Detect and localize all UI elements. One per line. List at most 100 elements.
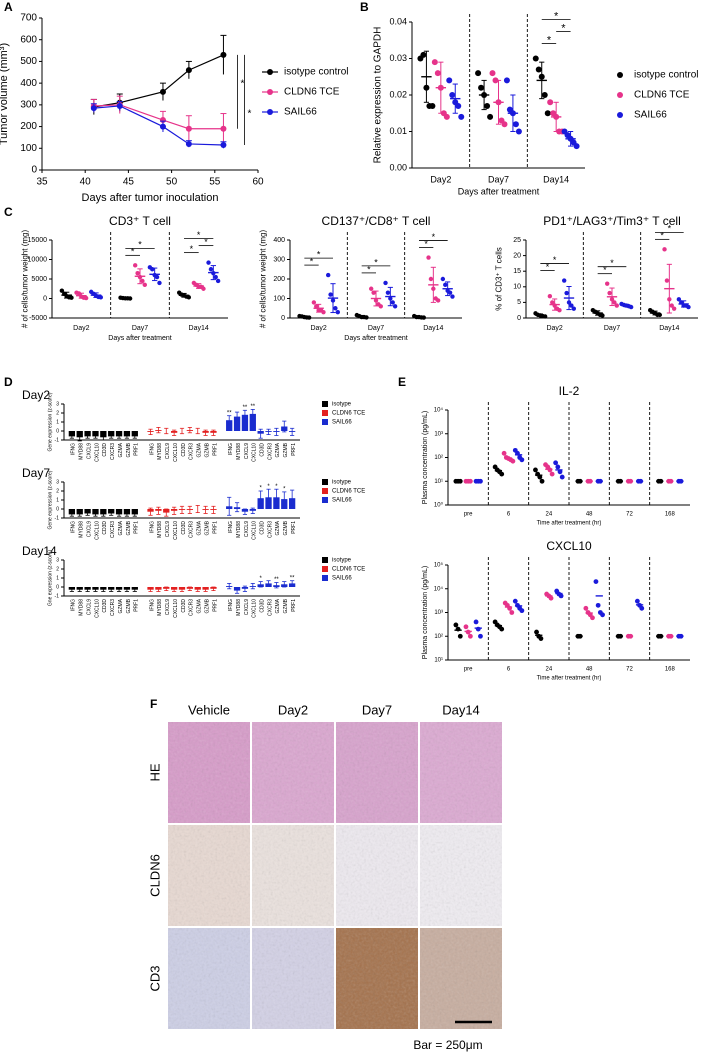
y-tick-label: 10² bbox=[434, 455, 443, 461]
x-tick-label: PRF1 bbox=[212, 599, 218, 612]
point bbox=[559, 474, 565, 480]
bar bbox=[92, 509, 99, 515]
significance-label: * bbox=[283, 486, 286, 492]
x-tick-label: 55 bbox=[209, 177, 221, 188]
point bbox=[512, 121, 519, 128]
point bbox=[321, 309, 326, 315]
x-tick-label: CD3D bbox=[102, 443, 108, 457]
y-tick-label: 700 bbox=[20, 13, 37, 24]
x-axis-label: Days after tumor inoculation bbox=[82, 192, 219, 204]
bar bbox=[92, 431, 99, 437]
point bbox=[159, 88, 166, 95]
point bbox=[499, 626, 505, 632]
x-tick-label: CXCR3 bbox=[267, 521, 273, 538]
y-tick-label: 10⁰ bbox=[434, 502, 444, 509]
series-line bbox=[93, 54, 224, 108]
column-label: Vehicle bbox=[188, 702, 230, 717]
bar bbox=[115, 509, 123, 515]
point bbox=[458, 113, 465, 120]
x-tick-label: GZMA bbox=[275, 598, 281, 613]
x-tick-label: 72 bbox=[626, 667, 633, 673]
significance-label: ** bbox=[274, 577, 279, 583]
y-tick-label: 300 bbox=[20, 99, 37, 110]
point bbox=[440, 276, 446, 282]
point bbox=[555, 464, 561, 470]
point bbox=[392, 304, 398, 309]
x-tick-label: GZMB bbox=[283, 520, 289, 535]
significance-label: * bbox=[432, 232, 436, 242]
y-tick-label: 300 bbox=[273, 256, 285, 263]
point bbox=[558, 593, 564, 599]
y-tick-label: 0 bbox=[43, 295, 47, 302]
point bbox=[208, 267, 214, 272]
histology-texture bbox=[336, 928, 418, 1029]
x-tick-label: 6 bbox=[507, 667, 511, 673]
y-tick-label: 15 bbox=[513, 268, 521, 275]
bar bbox=[84, 509, 91, 514]
point bbox=[489, 70, 496, 77]
point bbox=[600, 612, 605, 618]
point bbox=[450, 294, 455, 299]
x-tick-label: Day14 bbox=[189, 325, 209, 332]
point bbox=[185, 140, 192, 147]
y-tick-label: 0.03 bbox=[389, 53, 407, 63]
x-tick-label: GZMB bbox=[126, 598, 132, 613]
histology-texture bbox=[420, 825, 502, 926]
point bbox=[484, 102, 491, 109]
panel-label: E bbox=[398, 375, 406, 389]
chart-title: Day14 bbox=[22, 544, 57, 558]
point bbox=[519, 608, 525, 614]
point bbox=[435, 298, 441, 303]
significance-label: * bbox=[259, 486, 262, 492]
x-tick-label: CXCL9 bbox=[165, 443, 171, 459]
x-tick-label: IFNG bbox=[149, 521, 155, 533]
x-tick-label: GZMB bbox=[126, 442, 132, 457]
x-tick-label: CXCL10 bbox=[94, 599, 100, 618]
histology-texture bbox=[252, 825, 334, 926]
point bbox=[607, 290, 612, 296]
bar bbox=[123, 509, 131, 515]
point bbox=[447, 290, 453, 295]
point bbox=[463, 624, 469, 630]
bar bbox=[68, 509, 76, 515]
panel-label: D bbox=[4, 375, 13, 389]
legend-label: isotype bbox=[332, 402, 352, 408]
point bbox=[140, 278, 145, 284]
y-axis-label: Tumor volume (mm³) bbox=[0, 43, 10, 145]
chart-title: CD3⁺ T cell bbox=[109, 214, 171, 228]
point bbox=[553, 460, 559, 466]
y-tick-label: 10⁴ bbox=[434, 407, 444, 414]
histology-texture bbox=[168, 722, 250, 823]
bar bbox=[249, 413, 256, 431]
point bbox=[547, 293, 553, 299]
significance-label: * bbox=[367, 264, 371, 274]
significance-label: * bbox=[668, 224, 672, 234]
point bbox=[449, 92, 456, 98]
significance-label: ** bbox=[227, 410, 232, 416]
histology-texture bbox=[168, 928, 250, 1029]
point bbox=[311, 300, 317, 305]
x-tick-label: CXCL9 bbox=[244, 599, 250, 615]
x-tick-label: 40 bbox=[80, 177, 92, 188]
y-tick-label: 0 bbox=[281, 315, 285, 322]
point bbox=[634, 598, 640, 604]
point bbox=[90, 105, 97, 112]
x-tick-label: pre bbox=[464, 512, 473, 518]
point bbox=[135, 270, 140, 276]
x-tick-label: CD3D bbox=[102, 521, 108, 535]
y-axis-label: # of cells/tumor weight (mg) bbox=[21, 230, 30, 329]
x-tick-label: Day14 bbox=[423, 325, 443, 332]
column-label: Day2 bbox=[278, 702, 308, 717]
y-tick-label: 10 bbox=[513, 284, 521, 291]
histology-texture bbox=[168, 825, 250, 926]
point bbox=[443, 282, 448, 288]
legend-marker bbox=[617, 72, 623, 78]
x-tick-label: CD3D bbox=[102, 599, 108, 613]
significance-label: * bbox=[204, 237, 208, 247]
point bbox=[664, 278, 670, 283]
y-tick-label: 500 bbox=[20, 56, 37, 67]
legend-swatch bbox=[322, 410, 328, 416]
x-tick-label: CD3D bbox=[181, 521, 187, 535]
point bbox=[420, 51, 427, 58]
